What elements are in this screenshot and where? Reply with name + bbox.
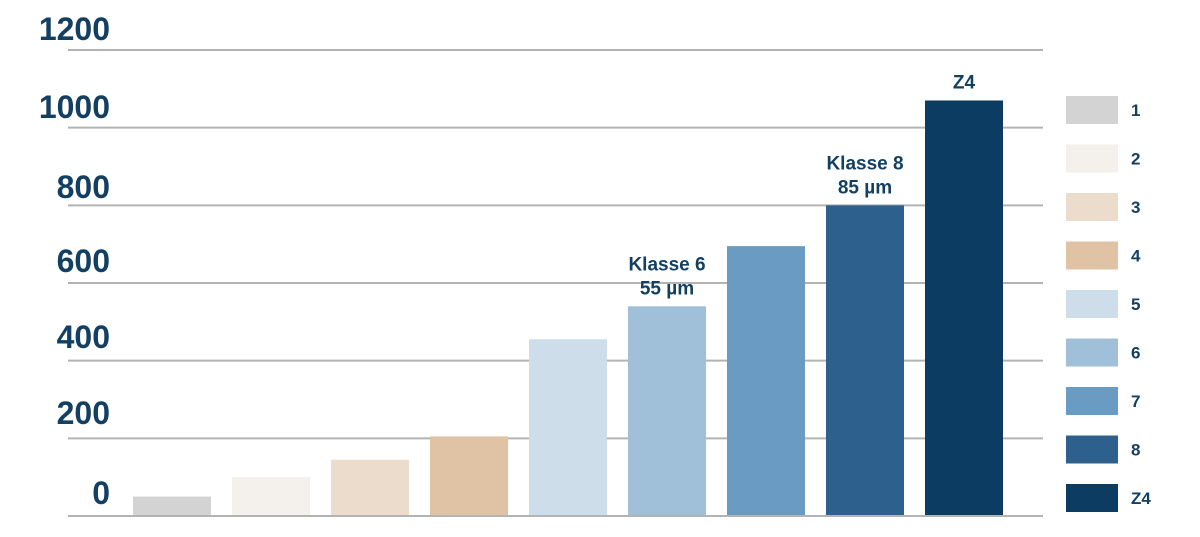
y-tick-label-1200: 1200 bbox=[39, 11, 110, 47]
legend-swatch-2 bbox=[1066, 144, 1118, 173]
legend-label-2: 2 bbox=[1131, 150, 1140, 169]
legend-swatch-5 bbox=[1066, 290, 1118, 318]
legend-swatch-1 bbox=[1066, 96, 1118, 124]
y-tick-label-0: 0 bbox=[92, 475, 110, 511]
y-tick-label-600: 600 bbox=[57, 243, 110, 279]
annotation-Z4-line-1: Z4 bbox=[953, 72, 976, 93]
legend-swatch-4 bbox=[1066, 241, 1118, 270]
bar-7 bbox=[727, 246, 805, 516]
bar-3 bbox=[331, 459, 409, 516]
y-tick-label-1000: 1000 bbox=[39, 89, 110, 125]
legend-label-8: 8 bbox=[1131, 441, 1140, 460]
legend-label-4: 4 bbox=[1131, 247, 1141, 266]
bars bbox=[133, 100, 1003, 517]
annotation-8-line-1: Klasse 8 bbox=[826, 153, 903, 174]
bar-1 bbox=[133, 496, 211, 516]
y-tick-label-400: 400 bbox=[57, 319, 110, 355]
bar-6 bbox=[628, 306, 706, 516]
bar-annotations: Klasse 6 55 µm Klasse 8 85 µm Z4 bbox=[628, 72, 975, 299]
y-axis-tick-labels: 0 200 400 600 800 1000 1200 bbox=[39, 11, 110, 511]
legend-label-Z4: Z4 bbox=[1131, 489, 1151, 508]
legend-label-5: 5 bbox=[1131, 295, 1140, 314]
bar-8 bbox=[826, 205, 904, 517]
legend-label-1: 1 bbox=[1131, 101, 1140, 120]
legend-label-6: 6 bbox=[1131, 344, 1140, 363]
legend-label-7: 7 bbox=[1131, 392, 1140, 411]
bar-5 bbox=[529, 339, 607, 516]
y-tick-label-200: 200 bbox=[57, 395, 110, 431]
annotation-6-line-1: Klasse 6 bbox=[628, 254, 705, 275]
legend-swatch-Z4 bbox=[1066, 484, 1118, 512]
annotation-6-line-2: 55 µm bbox=[640, 278, 694, 299]
legend-swatch-7 bbox=[1066, 387, 1118, 415]
legend-swatch-6 bbox=[1066, 338, 1118, 367]
legend-label-3: 3 bbox=[1131, 198, 1140, 217]
bar-4 bbox=[430, 436, 508, 516]
bar-2 bbox=[232, 477, 310, 516]
y-tick-label-800: 800 bbox=[57, 169, 110, 205]
bar-Z4 bbox=[925, 100, 1003, 516]
legend: 1 2 3 4 5 6 7 8 Z4 bbox=[1066, 96, 1151, 512]
legend-swatch-3 bbox=[1066, 193, 1118, 221]
annotation-8-line-2: 85 µm bbox=[838, 177, 892, 198]
legend-swatch-8 bbox=[1066, 435, 1118, 464]
